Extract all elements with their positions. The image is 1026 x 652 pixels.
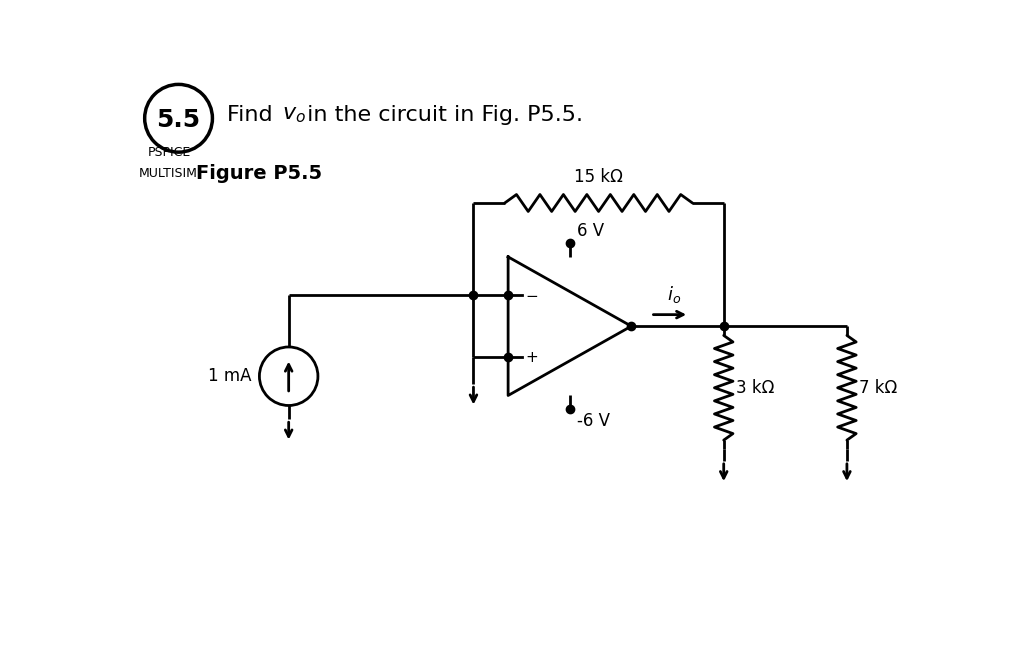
Text: Figure P5.5: Figure P5.5 [196,164,322,183]
Text: Find: Find [227,105,280,125]
Text: 15 kΩ: 15 kΩ [575,168,623,186]
Text: $v_o$: $v_o$ [282,105,306,125]
Text: MULTISIM: MULTISIM [139,167,197,180]
Text: 1 mA: 1 mA [208,367,251,385]
Text: 6 V: 6 V [578,222,604,240]
Text: $+$: $+$ [525,350,539,365]
Text: 3 kΩ: 3 kΩ [736,379,775,397]
Text: in the circuit in Fig. P5.5.: in the circuit in Fig. P5.5. [301,105,583,125]
Text: 7 kΩ: 7 kΩ [859,379,898,397]
Text: PSPICE: PSPICE [148,147,191,160]
Text: $-$: $-$ [525,288,539,303]
Text: $i_o$: $i_o$ [667,284,680,304]
Text: -6 V: -6 V [578,413,610,430]
Text: 5.5: 5.5 [157,108,201,132]
